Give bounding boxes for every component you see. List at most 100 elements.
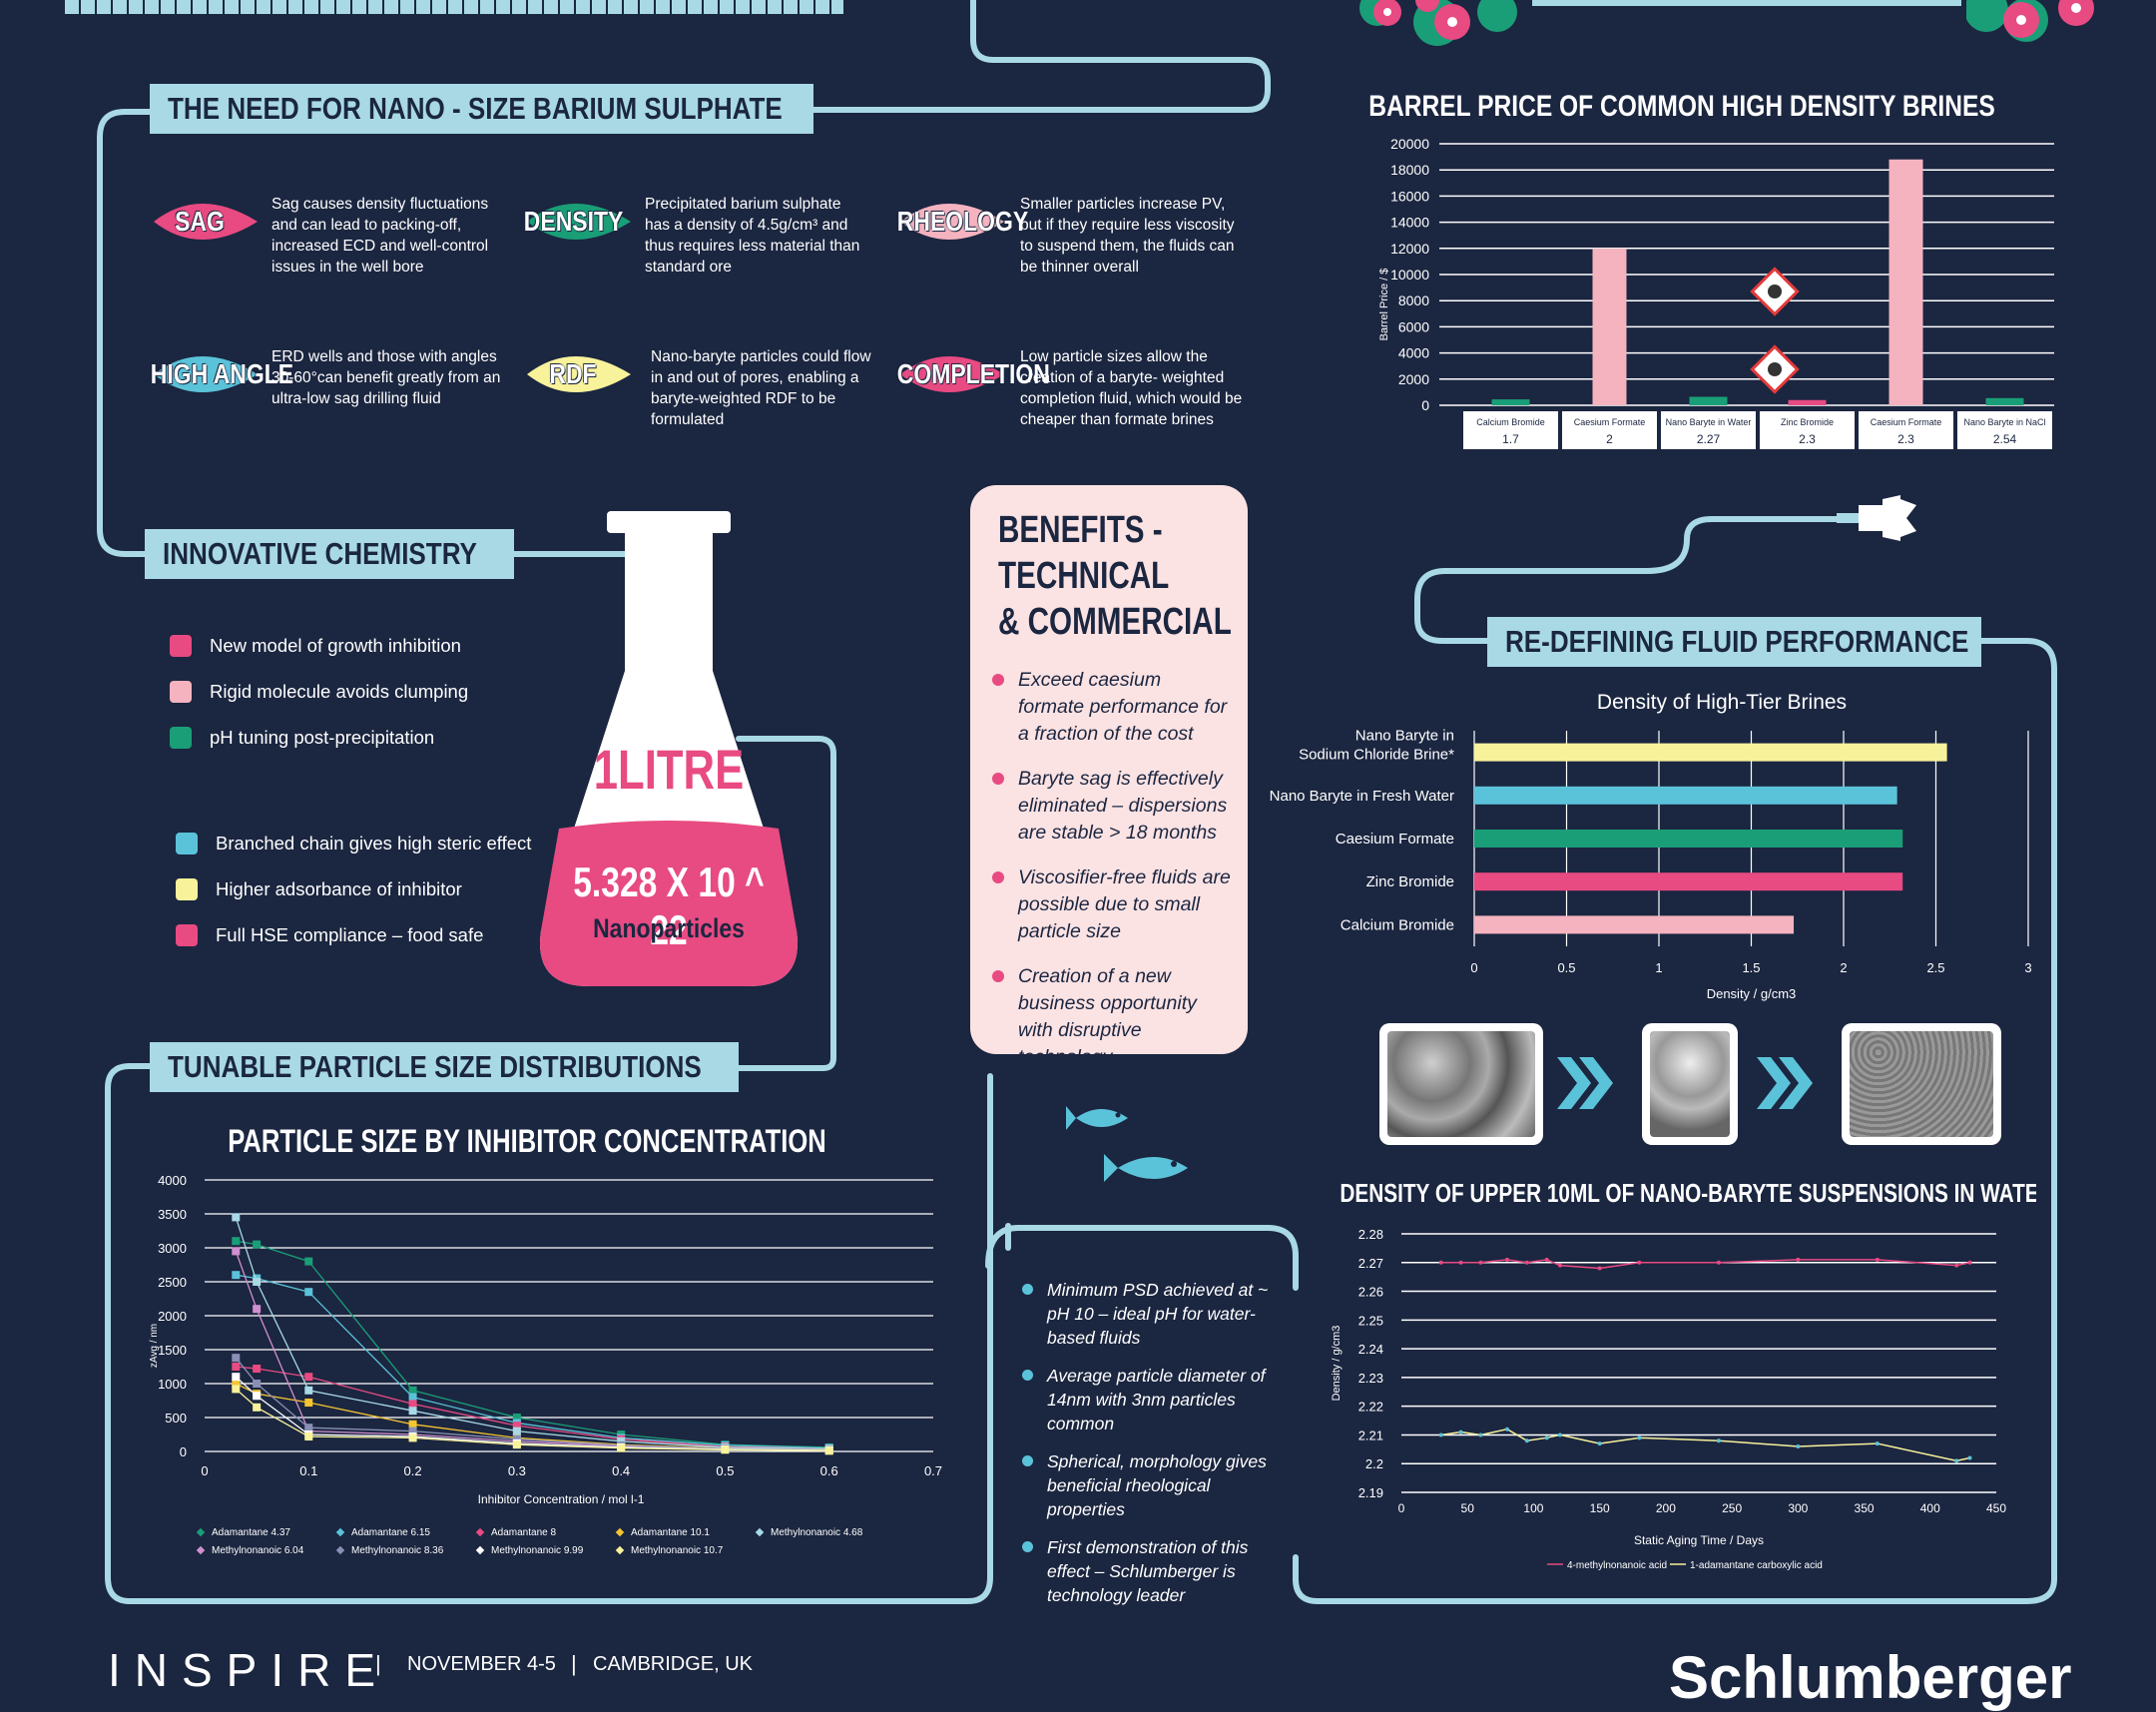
top-right-bar-decoration [1532,0,1961,6]
bar [1474,743,1947,762]
footer-brand-logo: Schlumberger [1669,1644,2072,1711]
benefit-item-4: Creation of a new business opportunity w… [992,963,1232,1071]
data-point [1796,1257,1801,1262]
series-line [1440,1427,1970,1462]
leaf-density: DENSITY [513,192,633,252]
need-desc-rheology: Smaller particles increase PV, but if th… [1020,196,1235,276]
legend-marker [335,1545,345,1555]
footer-sep-2: | [571,1651,577,1676]
section-banner-chemistry: INNOVATIVE CHEMISTRY [145,529,514,579]
y-tick-label: 2.26 [1358,1285,1383,1300]
data-point [1557,1432,1562,1437]
data-point [232,1380,241,1388]
bar [1689,396,1728,405]
legend-label: Adamantane 6.15 [351,1527,430,1538]
data-point [512,1422,521,1430]
y-tick-label: Sodium Chloride Brine* [1299,747,1454,764]
flower-decoration-left [1359,0,1517,46]
x-axis-label: Density / g/cm3 [1707,986,1797,1001]
legend-label: Adamantane 8 [491,1527,556,1538]
benefits-title: BENEFITS - TECHNICAL & COMMERCIAL [998,509,1232,643]
bar [1888,159,1923,405]
psd-notes: Minimum PSD achieved at ~ pH 10 – ideal … [1022,1278,1272,1607]
sem-image-2 [1642,1023,1738,1145]
bar [1474,872,1903,891]
y-tick-label: 2.24 [1358,1342,1383,1357]
x-tick-label: 0.7 [924,1463,942,1478]
data-point [1954,1458,1959,1463]
series-line [235,1217,829,1449]
data-point [1504,1427,1509,1431]
x-tick-label: 0.5 [716,1463,734,1478]
legend-marker [475,1545,485,1555]
need-desc-density: Precipitated barium sulphate has a densi… [645,196,860,276]
psd-note-4: First demonstration of this effect – Sch… [1022,1535,1272,1607]
legend-marker [196,1545,206,1555]
x-tick-label: Caesium Formate [1871,417,1942,427]
legend-label: 1-adamantane carboxylic acid [1690,1560,1823,1571]
data-point [824,1446,833,1455]
data-point [721,1445,730,1454]
section-title-chemistry: INNOVATIVE CHEMISTRY [163,536,477,571]
x-tick-label: 250 [1722,1501,1742,1515]
data-point [408,1393,417,1402]
footer-date: NOVEMBER 4-5 [407,1653,556,1675]
y-tick-label: 4000 [1398,345,1429,361]
chem-item-1: New model of growth inhibition [170,635,461,657]
flower-decoration-right [1966,0,2094,42]
chem-item-5: Higher adsorbance of inhibitor [176,878,462,900]
benefit-item-1: Exceed caesium formate performance for a… [992,667,1232,748]
data-point [512,1440,521,1449]
data-point [232,1271,241,1280]
y-tick-label: Caesium Formate [1336,831,1454,848]
data-point [1478,1260,1483,1265]
data-point [1524,1438,1529,1443]
series-line [1440,1259,1970,1270]
y-tick-label: 20000 [1390,136,1429,152]
y-tick-label: 2.28 [1358,1227,1383,1242]
x-tick-label: 400 [1920,1501,1940,1515]
x-sublabel: 2.54 [1993,432,2017,446]
series-line [235,1388,829,1451]
need-desc-rdf: Nano-baryte particles could flow in and … [651,348,871,428]
need-desc-sag: Sag causes density fluctuations and can … [271,196,489,276]
chem-item-6: Full HSE compliance – food safe [176,924,483,946]
data-point [304,1257,313,1266]
sem-image-3 [1842,1023,2001,1145]
benefit-item-3: Viscosifier-free fluids are possible due… [992,864,1232,945]
x-axis-label: Inhibitor Concentration / mol l-1 [478,1492,645,1506]
data-point [1544,1435,1549,1440]
chem-item-2: Rigid molecule avoids clumping [170,681,468,703]
data-point [253,1278,262,1286]
chem-item-3: pH tuning post-precipitation [170,727,434,749]
bar [1788,399,1827,405]
data-point [1438,1432,1443,1437]
y-tick-label: 16000 [1390,188,1429,204]
y-tick-label: 2.21 [1358,1427,1383,1442]
y-tick-label: 2000 [158,1309,187,1324]
legend-label: Adamantane 10.1 [631,1527,710,1538]
data-point [1438,1260,1443,1265]
x-tick-label: 1.5 [1742,960,1760,975]
y-tick-label: 14000 [1390,215,1429,231]
y-tick-label: 0 [1421,397,1429,413]
section-banner-need: THE NEED FOR NANO - SIZE BARIUM SULPHATE [150,84,813,134]
legend-label: Methylnonanoic 9.99 [491,1545,584,1556]
x-tick-label: 450 [1986,1501,2006,1515]
chart-upper-density: DENSITY OF UPPER 10ML OF NANO-BARYTE SUS… [1331,1179,2036,1571]
data-point [408,1433,417,1442]
bar [1474,915,1795,934]
series-line [236,1274,829,1449]
y-tick-label: 2.2 [1365,1456,1383,1471]
data-point [304,1288,313,1297]
x-tick-label: 0 [1470,960,1477,975]
section-banner-tunable: TUNABLE PARTICLE SIZE DISTRIBUTIONS [150,1042,739,1092]
footer-sep-1: | [375,1651,381,1676]
x-tick-label: 0.5 [1557,960,1575,975]
x-tick-label: Caesium Formate [1574,417,1646,427]
x-tick-label: Nano Baryte in NaCl [1963,417,2045,427]
y-tick-label: 3000 [158,1241,187,1256]
data-point [1524,1260,1529,1265]
data-point [253,1403,262,1412]
